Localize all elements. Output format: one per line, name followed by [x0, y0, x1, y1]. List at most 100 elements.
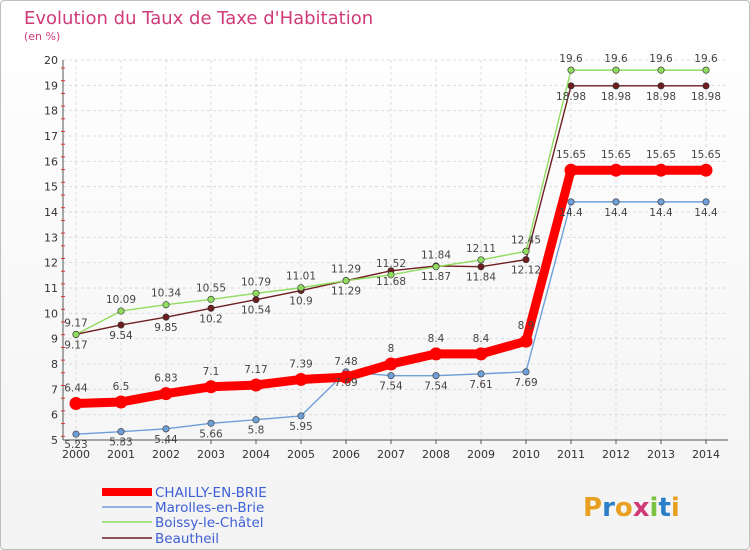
data-label-beautheil: 18.98 — [601, 91, 631, 103]
data-point-boissy-le-ch-tel — [567, 66, 575, 74]
logo-letter: x — [633, 493, 650, 523]
data-point-boissy-le-ch-tel — [207, 295, 215, 303]
data-point-boissy-le-ch-tel — [117, 307, 125, 315]
x-tick-label: 2000 — [62, 448, 90, 461]
y-tick-label: 14 — [44, 206, 58, 219]
data-label-chailly-en-brie: 8 — [388, 343, 395, 355]
data-point-chailly-en-brie — [339, 370, 353, 384]
data-label-marolles-en-brie: 7.69 — [514, 377, 537, 389]
y-tick-label: 19 — [44, 79, 58, 92]
data-point-marolles-en-brie — [162, 425, 170, 433]
data-point-boissy-le-ch-tel — [297, 284, 305, 292]
y-tick-label: 18 — [44, 105, 58, 118]
legend-label: CHAILLY-EN-BRIE — [155, 485, 267, 501]
data-label-beautheil: 10.9 — [289, 296, 312, 308]
x-tick-label: 2012 — [602, 448, 630, 461]
x-tick-label: 2003 — [197, 448, 225, 461]
data-point-chailly-en-brie — [564, 163, 578, 177]
data-point-chailly-en-brie — [114, 395, 128, 409]
data-point-marolles-en-brie — [252, 416, 260, 424]
logo-letter: P — [583, 493, 602, 523]
data-label-marolles-en-brie: 14.4 — [604, 207, 628, 219]
x-tick-label: 2014 — [692, 448, 720, 461]
x-tick-label: 2008 — [422, 448, 450, 461]
data-label-boissy-le-ch-tel: 19.6 — [604, 53, 628, 65]
data-point-marolles-en-brie — [477, 370, 485, 378]
data-label-beautheil: 9.17 — [64, 339, 87, 351]
data-label-boissy-le-ch-tel: 12.11 — [466, 243, 496, 255]
data-label-chailly-en-brie: 15.65 — [691, 149, 721, 161]
legend-label: Beautheil — [155, 531, 219, 547]
legend-label: Marolles-en-Brie — [155, 500, 264, 516]
data-point-boissy-le-ch-tel — [387, 271, 395, 279]
legend: CHAILLY-EN-BRIEMarolles-en-BrieBoissy-le… — [102, 485, 267, 547]
data-label-boissy-le-ch-tel: 12.45 — [511, 234, 541, 246]
data-point-marolles-en-brie — [522, 368, 530, 376]
data-label-boissy-le-ch-tel: 11.52 — [376, 258, 406, 270]
data-point-boissy-le-ch-tel — [432, 263, 440, 271]
data-label-boissy-le-ch-tel: 10.55 — [196, 282, 226, 294]
y-tick-label: 8 — [51, 358, 58, 371]
data-label-chailly-en-brie: 8.4 — [473, 333, 490, 345]
data-label-marolles-en-brie: 5.66 — [199, 428, 223, 440]
data-point-marolles-en-brie — [612, 198, 620, 206]
data-label-beautheil: 12.12 — [511, 265, 541, 277]
data-label-boissy-le-ch-tel: 11.84 — [421, 250, 451, 262]
data-label-chailly-en-brie: 8.4 — [428, 333, 445, 345]
data-label-beautheil: 10.54 — [241, 305, 271, 317]
data-point-beautheil — [567, 82, 575, 90]
series-layer — [69, 66, 713, 438]
data-point-marolles-en-brie — [387, 372, 395, 380]
data-label-beautheil: 9.54 — [109, 330, 133, 342]
data-label-marolles-en-brie: 14.4 — [649, 207, 673, 219]
data-point-beautheil — [702, 82, 710, 90]
x-tick-label: 2001 — [107, 448, 135, 461]
data-point-boissy-le-ch-tel — [657, 66, 665, 74]
chart-title: Evolution du Taux de Taxe d'Habitation — [24, 8, 373, 29]
y-tick-label: 6 — [51, 409, 58, 422]
data-labels: 6.44 6.5 6.83 7.1 7.17 7.39 7.48 8 8.4 8.4 8.9 15.6… — [64, 53, 721, 451]
x-tick-label: 2011 — [557, 448, 585, 461]
data-label-chailly-en-brie: 15.65 — [646, 149, 676, 161]
x-tick-label: 2013 — [647, 448, 675, 461]
x-tick-label: 2007 — [377, 448, 405, 461]
x-tick-label: 2002 — [152, 448, 180, 461]
data-point-chailly-en-brie — [519, 334, 533, 348]
data-label-chailly-en-brie: 8.9 — [518, 320, 535, 332]
data-label-marolles-en-brie: 5.95 — [289, 421, 312, 433]
data-point-chailly-en-brie — [654, 163, 668, 177]
data-label-marolles-en-brie: 7.54 — [424, 381, 448, 393]
data-label-boissy-le-ch-tel: 10.34 — [151, 288, 181, 300]
data-point-beautheil — [207, 304, 215, 312]
data-point-marolles-en-brie — [297, 412, 305, 420]
data-point-chailly-en-brie — [294, 372, 308, 386]
data-label-boissy-le-ch-tel: 10.09 — [106, 294, 136, 306]
y-tick-label: 7 — [51, 383, 58, 396]
data-point-boissy-le-ch-tel — [252, 289, 260, 297]
data-label-marolles-en-brie: 5.44 — [154, 434, 178, 446]
data-point-boissy-le-ch-tel — [477, 256, 485, 264]
data-label-beautheil: 9.85 — [154, 322, 177, 334]
data-point-marolles-en-brie — [72, 430, 80, 438]
data-label-chailly-en-brie: 7.48 — [334, 356, 357, 368]
data-label-beautheil: 10.2 — [199, 313, 222, 325]
y-tick-label: 15 — [44, 181, 58, 194]
data-label-chailly-en-brie: 6.5 — [113, 381, 130, 393]
data-label-boissy-le-ch-tel: 19.6 — [649, 53, 673, 65]
data-point-boissy-le-ch-tel — [522, 247, 530, 255]
data-point-marolles-en-brie — [702, 198, 710, 206]
data-label-marolles-en-brie: 14.4 — [694, 207, 718, 219]
data-point-marolles-en-brie — [657, 198, 665, 206]
data-label-chailly-en-brie: 7.17 — [244, 364, 267, 376]
data-point-beautheil — [117, 321, 125, 329]
data-point-chailly-en-brie — [699, 163, 713, 177]
data-point-marolles-en-brie — [207, 419, 215, 427]
logo-letter: i — [671, 493, 680, 523]
data-label-chailly-en-brie: 6.44 — [64, 383, 88, 395]
data-point-chailly-en-brie — [249, 378, 263, 392]
logo-letter: r — [602, 493, 615, 523]
y-tick-label: 17 — [44, 130, 58, 143]
data-label-beautheil: 11.29 — [331, 286, 361, 298]
logo-text: Proxiti — [583, 493, 680, 523]
